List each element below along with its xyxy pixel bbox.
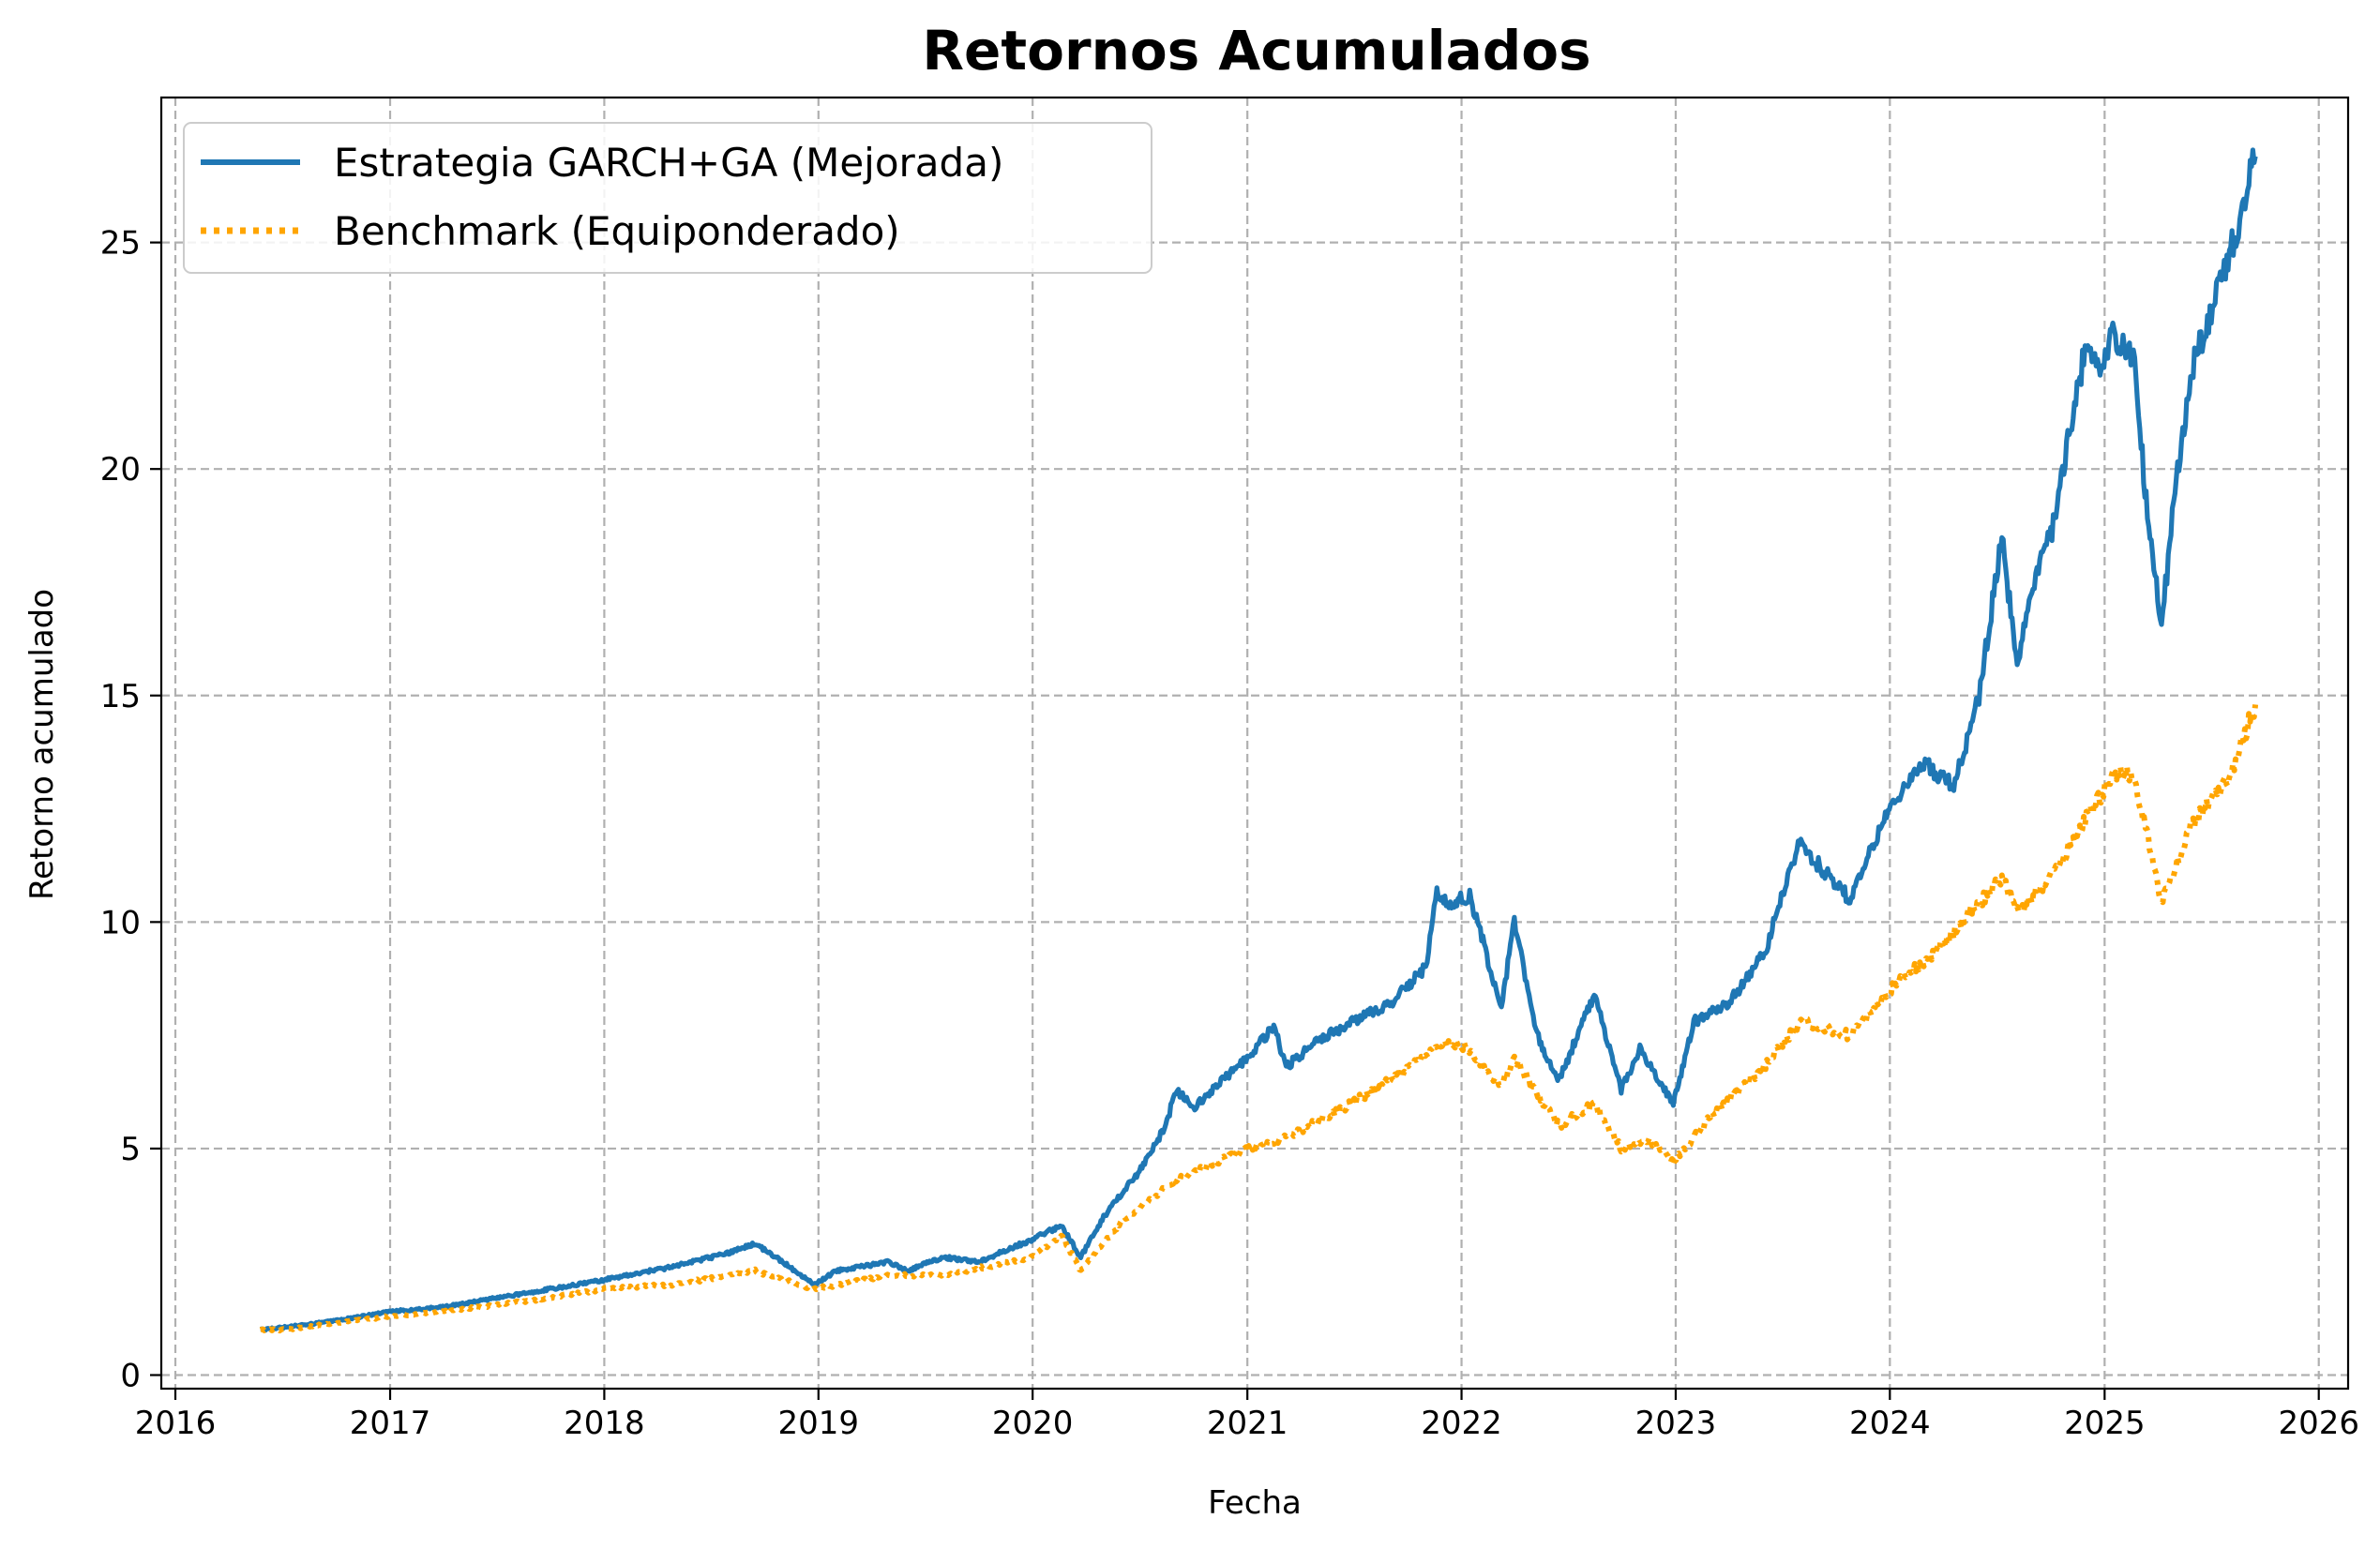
series-line-benchmark bbox=[259, 704, 2259, 1334]
x-tick-label: 2025 bbox=[2064, 1405, 2146, 1442]
series-line-strategy bbox=[259, 147, 2258, 1333]
legend-label-strategy: Estrategia GARCH+GA (Mejorada) bbox=[334, 140, 1003, 186]
y-tick-label: 10 bbox=[100, 904, 141, 941]
tick-layer: 2016 2017 2018 2019 2020 2021 2022 2023 2024 2025… bbox=[100, 225, 2359, 1442]
x-tick-label: 2016 bbox=[135, 1405, 217, 1442]
x-tick-label: 2017 bbox=[350, 1405, 431, 1442]
legend: Estrategia GARCH+GA (Mejorada) Benchmark… bbox=[183, 122, 1152, 274]
y-tick-label: 20 bbox=[100, 451, 141, 489]
chart-title: Retornos Acumulados bbox=[922, 19, 1590, 83]
x-tick-label: 2019 bbox=[778, 1405, 860, 1442]
x-tick-label: 2026 bbox=[2278, 1405, 2359, 1442]
x-axis-label: Fecha bbox=[1208, 1484, 1302, 1522]
y-tick-label: 0 bbox=[120, 1358, 141, 1395]
y-tick-label: 5 bbox=[120, 1131, 141, 1168]
x-tick-label: 2018 bbox=[564, 1405, 645, 1442]
x-tick-label: 2023 bbox=[1635, 1405, 1717, 1442]
legend-box bbox=[183, 122, 1152, 274]
x-tick-label: 2024 bbox=[1849, 1405, 1931, 1442]
series-layer bbox=[259, 147, 2259, 1334]
y-tick-label: 15 bbox=[100, 678, 141, 715]
y-tick-label: 25 bbox=[100, 225, 141, 263]
x-tick-label: 2021 bbox=[1207, 1405, 1288, 1442]
grid-layer bbox=[161, 98, 2348, 1389]
x-tick-label: 2020 bbox=[992, 1405, 1074, 1442]
x-tick-label: 2022 bbox=[1421, 1405, 1502, 1442]
y-axis-label: Retorno acumulado bbox=[23, 589, 61, 900]
legend-label-benchmark: Benchmark (Equiponderado) bbox=[334, 208, 900, 254]
plot-frame bbox=[159, 96, 2350, 1391]
